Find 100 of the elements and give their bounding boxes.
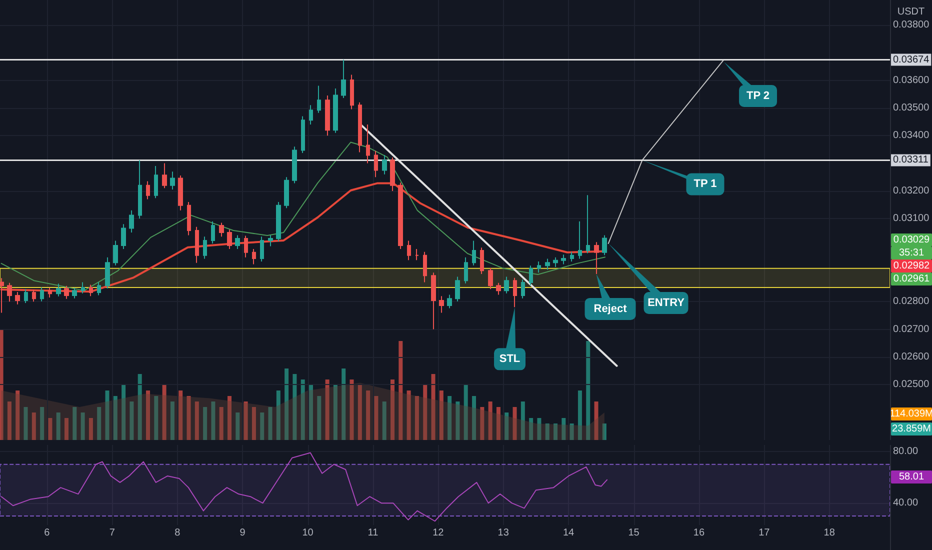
bar [358,385,362,440]
bar [292,374,297,440]
candlestick [350,74,354,110]
candlestick [390,156,395,192]
x-tick-label: 17 [758,528,770,538]
bar [570,424,574,440]
candlestick [488,267,493,290]
bar [350,380,354,440]
candlestick [105,256,110,289]
ref-line-label: 0.03311 [893,154,929,166]
candlestick [178,174,183,211]
candlestick [162,162,167,189]
candlestick [219,222,224,238]
x-tick-label: 8 [174,528,181,538]
candlestick [15,291,20,305]
candlestick [423,251,427,283]
bar [211,402,216,440]
bar [146,390,150,440]
candlestick [138,160,142,220]
candlestick [374,150,378,178]
bar [80,412,85,440]
bar [228,396,232,440]
bar [186,396,191,440]
bar [586,341,590,440]
callout: TP 1 [642,160,724,196]
bar [105,390,110,440]
bar [520,402,525,440]
bar [562,418,566,440]
x-tick-label: 18 [824,528,836,538]
y-axis-title: USDT [897,6,925,18]
line-series [0,142,606,292]
candlestick [24,288,28,304]
bar [122,385,126,440]
bar [236,412,240,440]
candlestick [260,236,264,262]
bar [456,402,460,440]
bar [309,385,314,440]
candlestick [7,282,12,302]
y-tick-label: 0.02700 [893,324,930,335]
candlestick [284,176,289,209]
bar [219,407,224,440]
x-tick-label: 6 [44,528,50,538]
bar [268,407,272,440]
x-tick-label: 11 [368,528,379,538]
annotation: TP 2 [746,90,770,102]
bar [260,412,264,440]
bar [594,402,598,440]
candlestick [561,254,566,265]
x-tick-label: 14 [562,528,575,538]
bar [24,407,28,440]
bar [382,402,386,440]
candlestick [56,283,61,297]
candlestick [203,236,207,260]
bar [496,407,500,440]
bar [0,330,4,440]
bar [130,402,134,440]
candlestick [64,285,69,300]
y-tick-label: 0.03200 [893,185,930,196]
annotation: TP 1 [694,178,717,190]
candlestick [529,265,533,286]
candlestick [398,182,403,250]
candlestick [521,278,525,299]
candlestick [602,234,607,256]
bar [342,368,346,440]
bar [300,380,305,440]
bar [138,374,142,440]
candlestick [464,256,468,284]
bar [431,374,436,440]
candlestick [195,226,199,264]
candlestick [480,247,484,274]
candlestick [496,282,501,296]
candlestick [513,277,517,308]
candlestick [113,240,118,266]
bar [170,402,174,440]
annotation: Reject [594,302,628,315]
bar [244,402,248,440]
x-tick-label: 10 [302,528,314,538]
bar [252,407,256,440]
y-tick-label: 0.02500 [893,379,930,390]
annotation: STL [499,353,520,366]
candlestick [382,154,387,175]
callout: STL [494,307,526,370]
x-tick-label: 15 [628,528,640,538]
bar [194,402,199,440]
candlestick [407,240,411,261]
bar [64,418,69,440]
y-tick-label: 0.03600 [893,74,930,86]
y-tick-label: 40.00 [893,498,918,509]
y-tick-label: 0.03400 [893,130,930,142]
candlestick [129,210,134,233]
candlestick [537,261,541,274]
candlestick [455,276,460,302]
bar [512,407,517,440]
bar [448,396,452,440]
candlestick [170,171,175,190]
candlestick [325,94,330,136]
bar [178,390,183,440]
candlestick [309,104,313,126]
candlestick [341,59,346,98]
candlestick [227,229,232,250]
